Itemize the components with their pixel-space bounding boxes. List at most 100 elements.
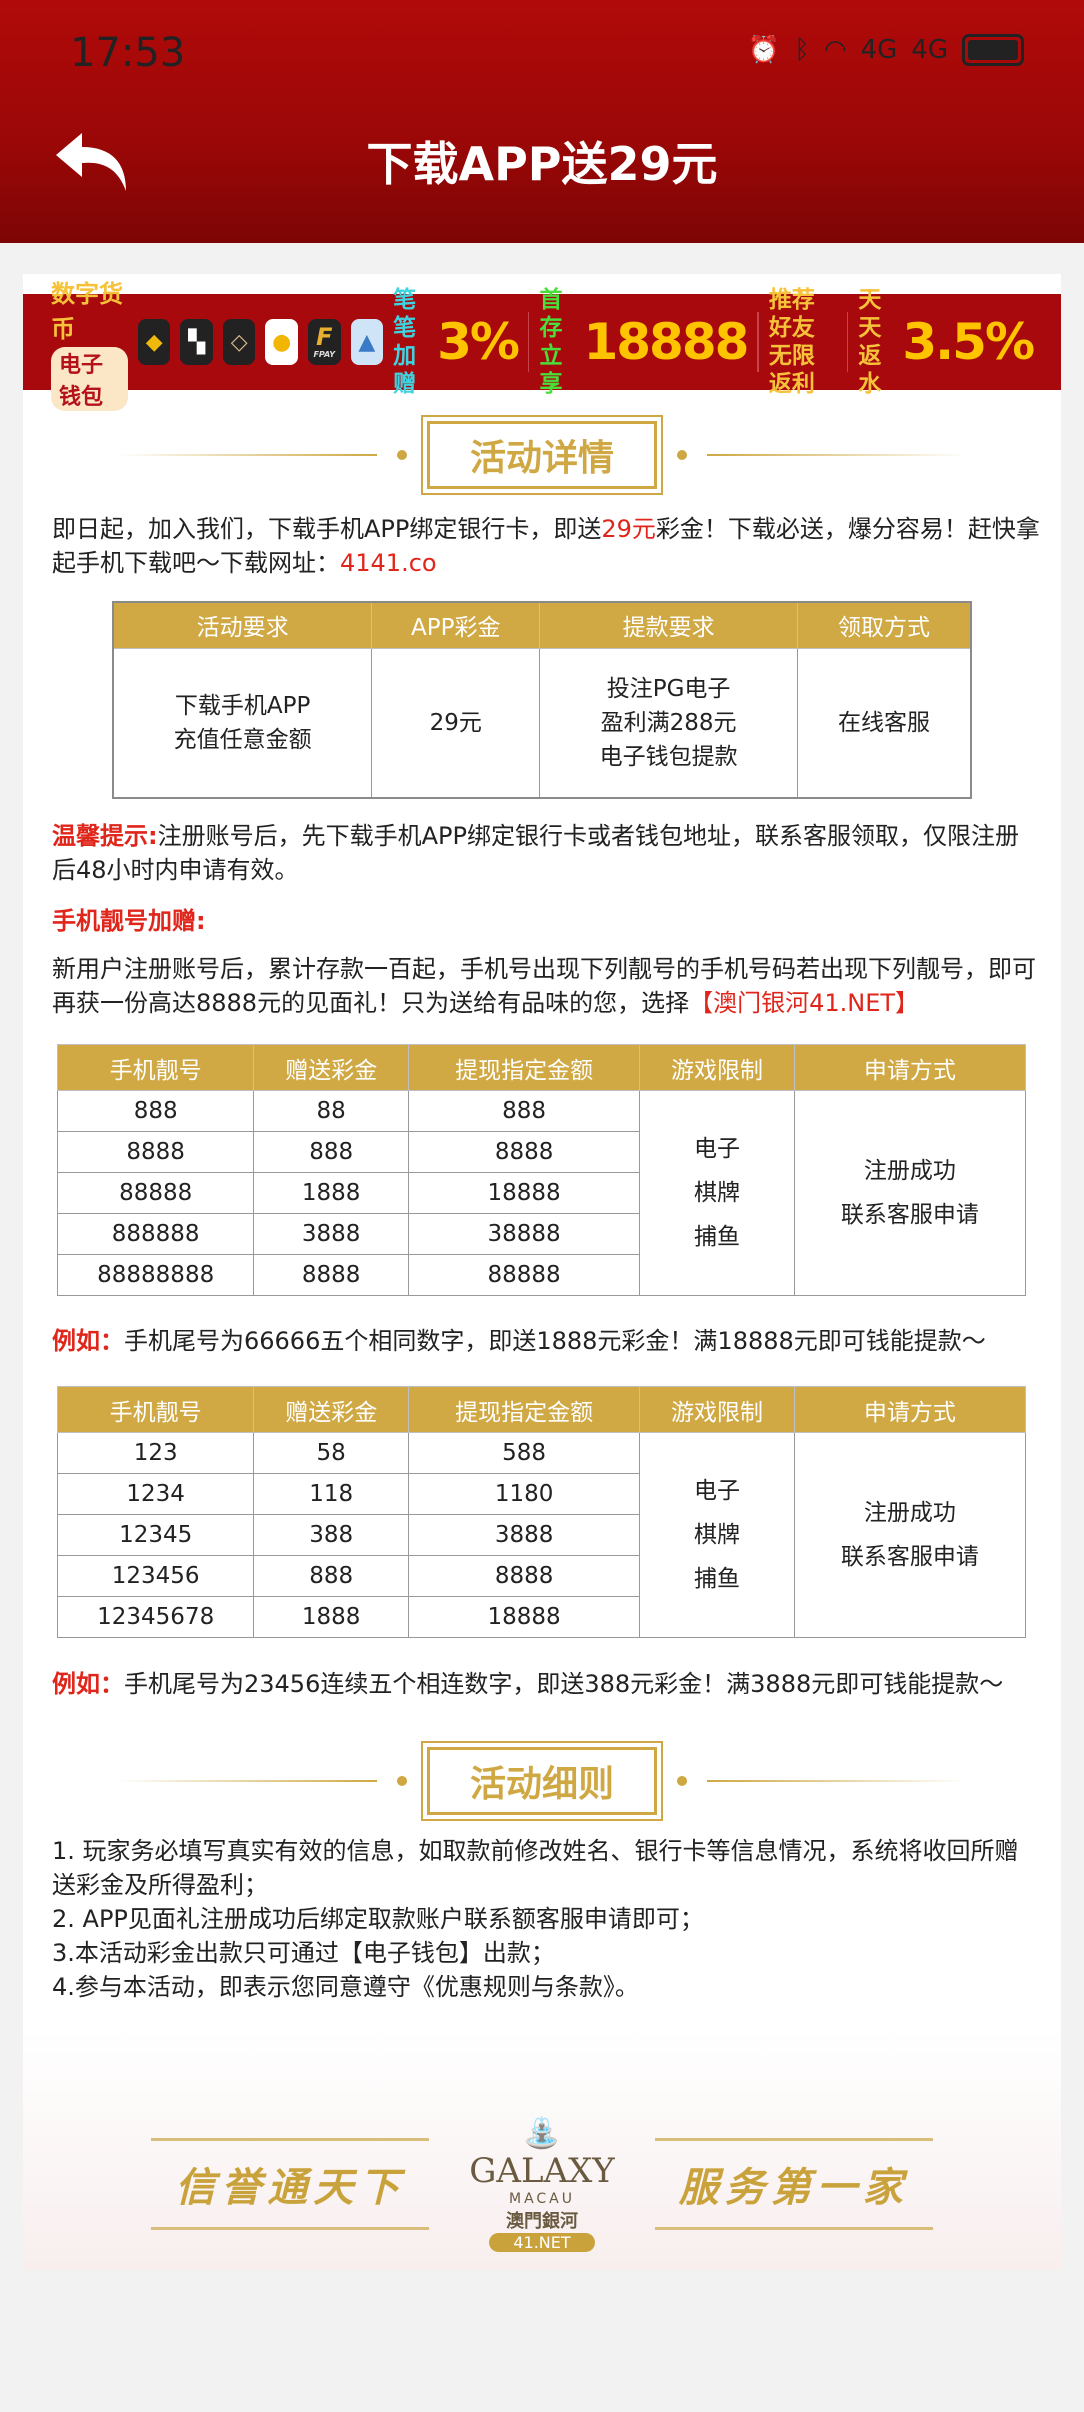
table-cell: 38888 [408,1213,641,1255]
table-row: 88888888 8888 88888 [56,1254,1026,1296]
table-cell: 8888 [253,1254,410,1296]
back-arrow-icon[interactable] [52,125,132,195]
wifi-icon: ◠ [823,35,847,65]
table-cell: 588 [408,1432,641,1474]
fpay-icon: F FPAY [308,319,341,365]
table-row: 1234 118 1180 [56,1473,1026,1515]
table-row: 12345 388 3888 [56,1514,1026,1556]
bonus-text: 新用户注册账号后，累计存款一百起，手机号出现下列靓号的手机号码若出现下列靓号，即… [52,955,1036,1017]
topay-icon: ▲ [350,319,384,365]
header-bar: 17:53 ⏰ ᛒ ◠ 4G 4G 下载APP送29元 [0,0,1084,243]
status-time: 17:53 [70,30,186,76]
table-cell: 1234 [56,1473,255,1515]
table-cell: 888 [56,1090,255,1132]
example-2: 例如：手机尾号为23456连续五个相连数字，即送388元彩金！满3888元即可钱… [52,1670,1004,1698]
table-cell: 3888 [253,1213,410,1255]
table-row: 888 88 888 电子 棋牌 捕鱼 注册成功 联系客服申请 [56,1090,1027,1296]
battery-icon [962,34,1024,66]
rule-item: 2. APP见面礼注册成功后绑定取款账户联系额客服申请即可； [52,1905,704,1933]
game-limit-cell: 电子 棋牌 捕鱼 [639,1090,795,1296]
table-cell: 8888 [408,1131,641,1173]
galaxy-logo: ⛲ GALAXY MACAU 澳門銀河 41.NET [469,2116,615,2252]
table-cell: 8888 [408,1555,641,1597]
bluetooth-icon: ᛒ [794,35,810,65]
table-cell: 123 [56,1432,255,1474]
column-header: 提现指定金额 [408,1386,641,1433]
apply-method-cell: 注册成功 联系客服申请 [793,1090,1027,1296]
binance-icon: ◆ [137,319,171,365]
table-cell: 1180 [408,1473,641,1515]
banner-p3a: 推荐好友 [768,287,815,341]
fountain-icon: ⛲ [523,2116,561,2151]
table-cell: 888 [253,1555,410,1597]
table-cell: 3888 [408,1514,641,1556]
section-title: 活动细则 [420,1741,664,1821]
table-cell: 1888 [253,1596,410,1638]
rules-list: 1. 玩家务必填写真实有效的信息，如取款前修改姓名、银行卡等信息情况，系统将收回… [52,1834,1042,2004]
column-header: 游戏限制 [639,1044,795,1091]
banner-p1b: 加赠 [393,343,417,397]
banner-p1-value: 3% [437,313,520,371]
promo-banner[interactable]: 数字货币 电子钱包 ◆ ▚ ◇ ● F FPAY ▲ 笔笔 加赠 3% 首存 立享 18… [23,280,1061,411]
game-limit-cell: 电子 棋牌 捕鱼 [639,1432,795,1638]
banner-p2-value: 18888 [583,313,749,371]
alarm-icon: ⏰ [747,35,781,65]
banner-p2a: 首存 [539,287,563,341]
banner-p4a: 天天 [858,287,882,341]
banner-p3b: 无限返利 [768,343,815,397]
column-header: 手机靓号 [56,1386,255,1433]
huobi-icon: ◇ [222,319,256,365]
table-cell: 88 [253,1090,410,1132]
slogan-right: 服务第一家 [654,2138,933,2230]
fpay-label: FPAY [313,350,336,359]
rule-item: 3.本活动彩金出款只可通过【电子钱包】出款； [52,1939,555,1967]
section-title: 活动详情 [420,415,664,495]
signal-icon-2: 4G [911,35,948,65]
table-row: 123 58 588 电子 棋牌 捕鱼 注册成功 联系客服申请 [56,1432,1027,1638]
table-cell: 12345678 [56,1596,255,1638]
banner-p4b: 返水 [858,343,882,397]
table-cell: 58 [253,1432,410,1474]
bean-icon: ● [265,319,299,365]
table-cell: 888 [253,1131,410,1173]
footer-logo-area: 信誉通天下 ⛲ GALAXY MACAU 澳門銀河 41.NET 服务第一家 [23,2116,1061,2252]
column-header: 申请方式 [793,1386,1027,1433]
column-header: 游戏限制 [639,1386,795,1433]
table-cell: 88888 [408,1254,641,1296]
rule-item: 1. 玩家务必填写真实有效的信息，如取款前修改姓名、银行卡等信息情况，系统将收回… [52,1837,1019,1899]
tip-text: 温馨提示:注册账号后，先下载手机APP绑定银行卡或者钱包地址，联系客服领取，仅限… [52,822,1019,884]
column-header: 提现指定金额 [408,1044,641,1091]
banner-p4-value: 3.5% [902,313,1035,371]
bonus-title: 手机靓号加赠: [52,907,206,935]
banner-p2b: 立享 [539,343,563,397]
status-icons: ⏰ ᛒ ◠ 4G 4G [748,34,1024,66]
download-url-link[interactable]: 4141.co [340,549,437,577]
column-header: 申请方式 [793,1044,1027,1091]
table-cell: 888 [408,1090,641,1132]
table-cell: 123456 [56,1555,255,1597]
column-header: 赠送彩金 [253,1044,410,1091]
table-cell: 388 [253,1514,410,1556]
table-cell: 18888 [408,1596,641,1638]
promo-card: 数字货币 电子钱包 ◆ ▚ ◇ ● F FPAY ▲ 笔笔 加赠 3% 首存 立享 18… [23,274,1061,2270]
table-row: 8888 888 8888 [56,1131,1026,1173]
table-cell: 12345 [56,1514,255,1556]
column-header: 赠送彩金 [253,1386,410,1433]
apply-method-cell: 注册成功 联系客服申请 [793,1432,1027,1638]
table-cell: 1888 [253,1172,410,1214]
example-1: 例如：手机尾号为66666五个相同数字，即送1888元彩金！满18888元即可钱… [52,1327,986,1355]
table-cell: 88888 [56,1172,255,1214]
section-header-rules: 活动细则 [23,1741,1061,1821]
table-row: 下载手机APP 充值任意金额 29元 投注PG电子 盈利满288元 电子钱包提款 在线… [112,647,972,799]
intro-text: 即日起，加入我们，下载手机APP绑定银行卡，即送29元彩金！下载必送，爆分容易！… [52,515,1040,577]
sequence-number-table: 手机靓号 赠送彩金 提现指定金额 游戏限制 申请方式 123 58 588 电子 棋牌 捕鱼 注册成功… [56,1386,1027,1638]
okx-icon: ▚ [180,319,213,365]
activity-table: 活动要求 APP彩金 提款要求 领取方式 下载手机APP 充值任意金额 29元 投注PG电… [112,601,972,799]
column-header: 手机靓号 [56,1044,255,1091]
banner-p1a: 笔笔 [393,287,417,341]
banner-crypto: 数字货币 [51,279,123,343]
signal-icon: 4G [860,35,898,65]
rule-item: 4.参与本活动，即表示您同意遵守《优惠规则与条款》。 [52,1973,639,2001]
table-row: 12345678 1888 18888 [56,1596,1026,1638]
banner-wallet: 电子钱包 [51,346,128,411]
